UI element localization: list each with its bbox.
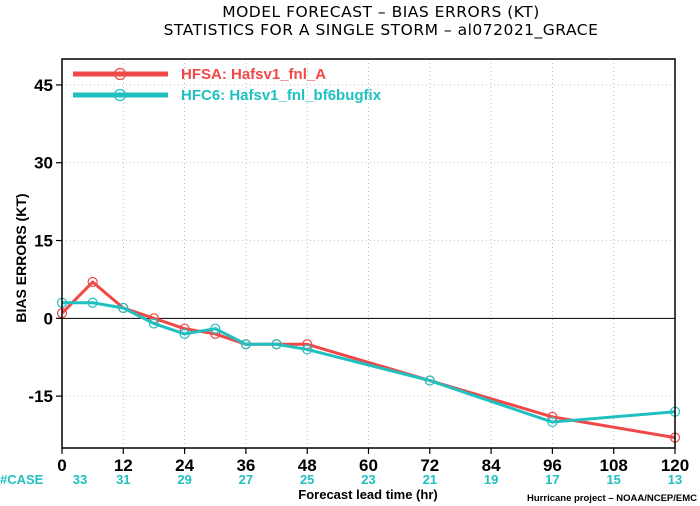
y-tick-label: 30 bbox=[34, 154, 53, 173]
y-tick-label: 15 bbox=[34, 232, 53, 251]
x-tick-label: 108 bbox=[600, 456, 628, 475]
x-tick-label: 48 bbox=[298, 456, 317, 475]
y-axis-label: BIAS ERRORS (KT) bbox=[13, 193, 29, 322]
legend-marker bbox=[113, 67, 127, 81]
data-point bbox=[547, 416, 558, 428]
data-point bbox=[210, 323, 221, 334]
x-tick-label: 36 bbox=[236, 456, 255, 475]
legend-marker bbox=[113, 88, 127, 102]
case-count: 21 bbox=[423, 472, 437, 487]
series-layer bbox=[56, 276, 681, 443]
x-tick-label: 24 bbox=[175, 456, 194, 475]
case-count: 25 bbox=[300, 472, 314, 487]
legend-item-1: HFSA: Hafsv1_fnl_A bbox=[73, 66, 326, 83]
case-counts: 33 31 29 27 25 23 21 19 17 15 13 bbox=[73, 472, 682, 487]
legend-item-2: HFC6: Hafsv1_fnl_bf6bugfix bbox=[73, 87, 382, 104]
case-count: 33 bbox=[73, 472, 87, 487]
case-count: 17 bbox=[545, 472, 559, 487]
legend-label: HFC6: Hafsv1_fnl_bf6bugfix bbox=[181, 87, 382, 104]
x-tick-label: 60 bbox=[359, 456, 378, 475]
case-count: 23 bbox=[361, 472, 375, 487]
x-tick-label: 0 bbox=[57, 456, 66, 475]
chart-title: MODEL FORECAST – BIAS ERRORS (KT) bbox=[222, 3, 540, 21]
data-point bbox=[87, 297, 98, 308]
chart-subtitle: STATISTICS FOR A SINGLE STORM – al072021… bbox=[164, 21, 599, 40]
x-tick-label: 84 bbox=[482, 456, 501, 475]
case-count: 29 bbox=[177, 472, 191, 487]
data-point bbox=[424, 375, 435, 386]
case-label: #CASE bbox=[0, 472, 44, 487]
credit-text: Hurricane project – NOAA/NCEP/EMC bbox=[527, 493, 697, 504]
data-point bbox=[271, 339, 282, 350]
legend: HFSA: Hafsv1_fnl_A HFC6: Hafsv1_fnl_bf6bu… bbox=[73, 66, 382, 104]
data-point bbox=[302, 344, 313, 355]
x-tick-label: 96 bbox=[543, 456, 562, 475]
series-line bbox=[62, 301, 676, 424]
case-count: 27 bbox=[239, 472, 253, 487]
data-point bbox=[179, 328, 190, 339]
x-axis-ticks: 0 12 24 36 48 60 72 84 96 108 120 bbox=[57, 448, 689, 475]
x-axis-label: Forecast lead time (hr) bbox=[298, 487, 437, 502]
case-count: 19 bbox=[484, 472, 498, 487]
x-tick-label: 12 bbox=[114, 456, 133, 475]
grid-lines bbox=[62, 59, 675, 448]
case-count: 31 bbox=[116, 472, 130, 487]
y-tick-label: 45 bbox=[34, 76, 53, 95]
data-point bbox=[118, 302, 129, 314]
y-tick-label: 0 bbox=[44, 309, 53, 328]
data-point bbox=[240, 339, 251, 350]
data-point bbox=[148, 318, 160, 329]
data-point bbox=[87, 276, 98, 288]
legend-label: HFSA: Hafsv1_fnl_A bbox=[181, 66, 326, 83]
plot-frame bbox=[61, 58, 676, 449]
y-tick-label: -15 bbox=[28, 387, 53, 406]
case-count: 13 bbox=[668, 472, 682, 487]
x-tick-label: 72 bbox=[420, 456, 439, 475]
case-count: 15 bbox=[606, 472, 620, 487]
y-axis-ticks: -15 0 15 30 45 bbox=[28, 76, 62, 406]
x-tick-label: 120 bbox=[661, 456, 689, 475]
